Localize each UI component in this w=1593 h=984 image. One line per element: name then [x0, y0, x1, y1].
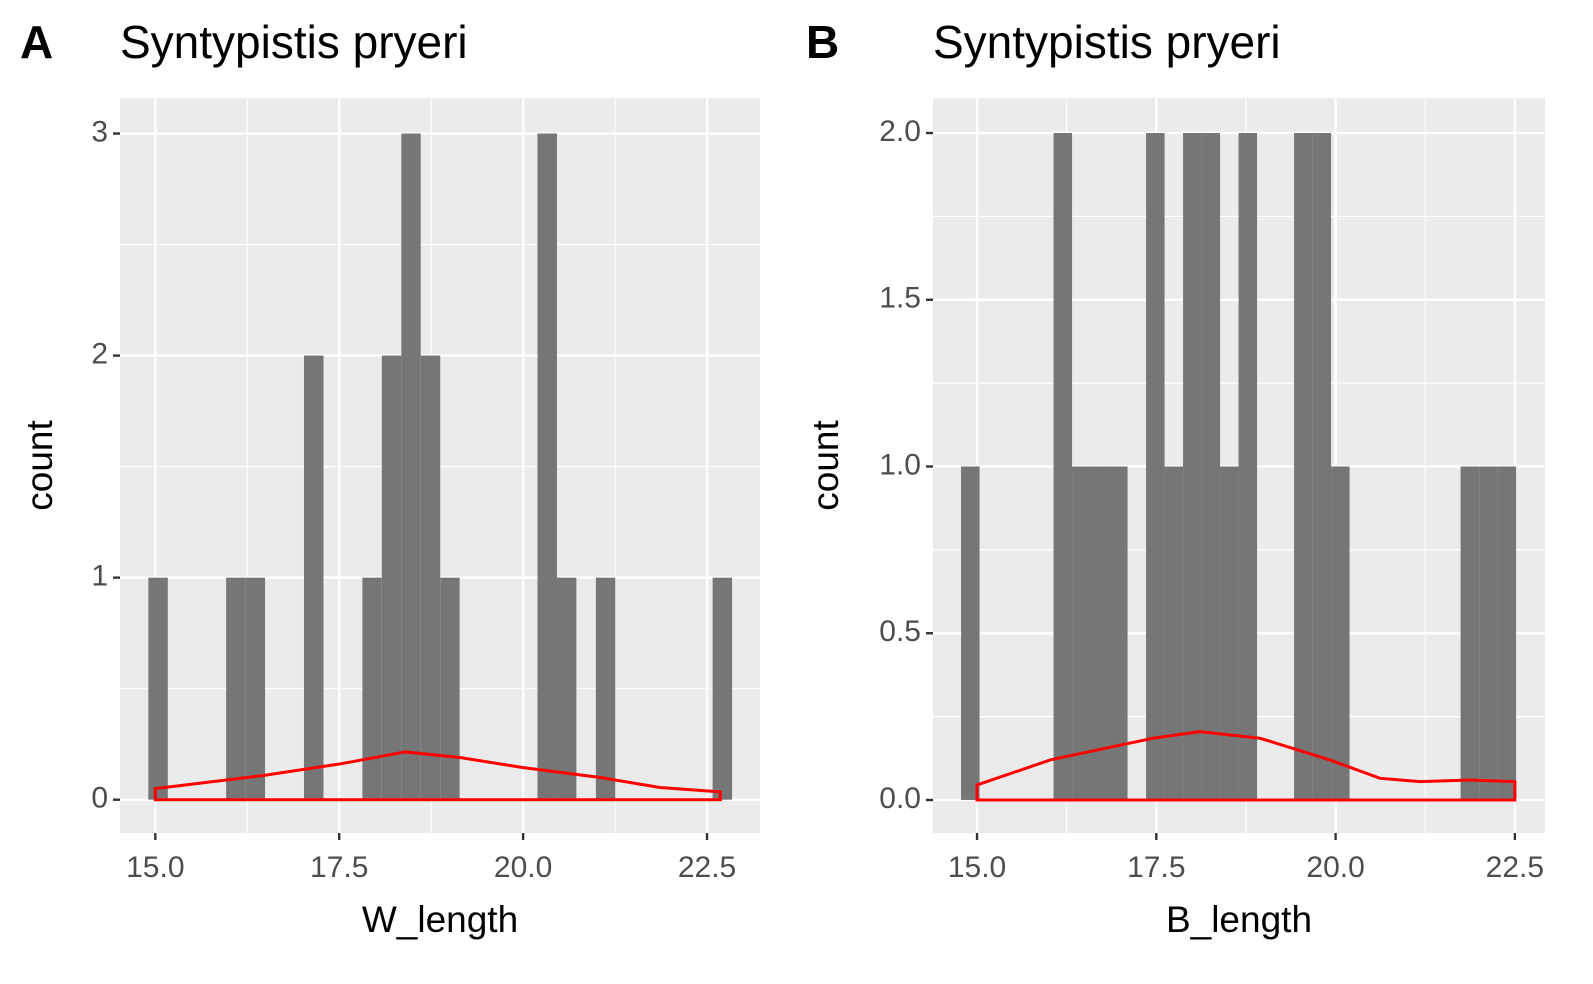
x-tick-label: 17.5	[310, 851, 368, 884]
bar	[961, 466, 980, 800]
panel-tag: A	[20, 16, 53, 68]
bar	[595, 577, 616, 800]
bar	[1201, 133, 1221, 800]
y-tick-label: 1.0	[879, 448, 921, 481]
bar	[537, 133, 557, 800]
y-axis-label: count	[805, 420, 846, 511]
x-tick-label: 22.5	[678, 851, 736, 884]
bar	[303, 355, 324, 800]
bar	[1294, 133, 1313, 800]
density-curve	[153, 750, 722, 802]
bar	[1238, 133, 1258, 800]
x-tick-label: 20.0	[1306, 851, 1364, 884]
bar	[1183, 133, 1202, 800]
bar	[440, 577, 460, 800]
bar	[1090, 466, 1110, 800]
y-tick-label: 2	[91, 338, 108, 371]
x-axis-label: W_length	[362, 899, 518, 940]
bar	[362, 577, 382, 800]
x-tick-label: 22.5	[1486, 851, 1544, 884]
x-axis-label: B_length	[1166, 899, 1312, 940]
y-tick-label: 0.5	[879, 615, 921, 648]
bar	[1146, 133, 1165, 800]
y-tick-label: 1.5	[879, 282, 921, 315]
y-tick-label: 3	[91, 115, 108, 148]
bar	[148, 577, 168, 800]
y-tick-label: 0.0	[879, 782, 921, 815]
bar	[1072, 466, 1091, 800]
bar	[1497, 466, 1517, 800]
bar	[1331, 466, 1350, 800]
bar	[712, 577, 733, 800]
bar	[401, 133, 421, 800]
bar	[1460, 466, 1480, 800]
y-tick-label: 2.0	[879, 115, 921, 148]
chart-title: Syntypistis pryeri	[933, 16, 1281, 68]
bar	[381, 355, 402, 800]
x-tick-label: 15.0	[948, 851, 1006, 884]
x-tick-label: 17.5	[1127, 851, 1185, 884]
bar	[556, 577, 577, 800]
x-tick-label: 20.0	[494, 851, 552, 884]
y-tick-label: 1	[91, 560, 108, 593]
chart-title: Syntypistis pryeri	[120, 16, 468, 68]
x-tick-label: 15.0	[126, 851, 184, 884]
bar	[226, 577, 246, 800]
bar	[1220, 466, 1239, 800]
panel-tag: B	[806, 16, 839, 68]
bar	[245, 577, 266, 800]
y-tick-label: 0	[91, 782, 108, 815]
y-axis-label: count	[19, 420, 60, 511]
bar	[1479, 466, 1498, 800]
bar	[1053, 133, 1073, 800]
bar	[1109, 466, 1128, 800]
bar	[1312, 133, 1332, 800]
bar	[420, 355, 441, 800]
density-curve	[975, 730, 1517, 802]
bar	[1164, 466, 1184, 800]
